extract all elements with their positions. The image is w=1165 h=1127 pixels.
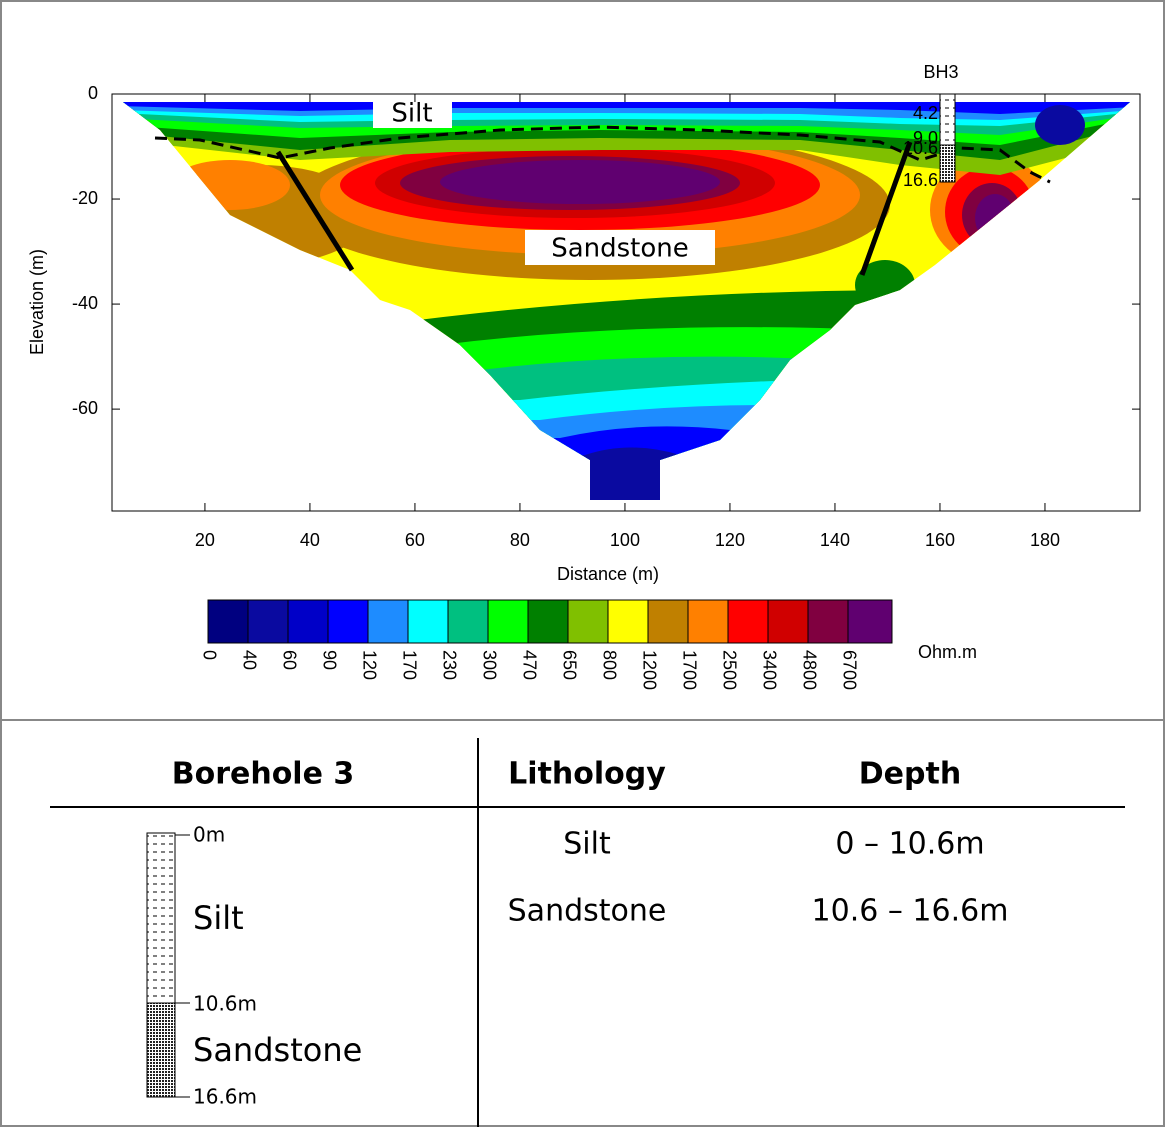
colorbar-label: 6700 — [839, 650, 859, 690]
borehole-depth: 10.6 — [903, 138, 938, 158]
annotation: Sandstone — [551, 234, 689, 264]
colorbar-label: 40 — [239, 650, 259, 670]
resistivity-zone — [170, 160, 290, 210]
x-tick-label: 20 — [195, 530, 215, 550]
table-cell: 0 – 10.6m — [835, 827, 984, 862]
colorbar-label: 170 — [399, 650, 419, 680]
colorbar-swatch — [648, 600, 688, 643]
colorbar-label: 3400 — [759, 650, 779, 690]
colorbar-swatch — [328, 600, 368, 643]
x-tick-label: 100 — [610, 530, 640, 550]
figure: Silt Sandstone BH3 4.2 9.0 10.6 16.6 Dis… — [0, 0, 1165, 1127]
colorbar-label: 230 — [439, 650, 459, 680]
colorbar-swatch — [288, 600, 328, 643]
table-header: Depth — [859, 757, 961, 792]
colorbar-label: 800 — [599, 650, 619, 680]
y-tick-label: 0 — [88, 83, 98, 103]
borehole-sandstone — [940, 145, 955, 182]
colorbar-swatch — [608, 600, 648, 643]
y-axis-label: Elevation (m) — [27, 249, 47, 355]
table-header: Borehole 3 — [172, 757, 355, 792]
colorbar-swatch — [408, 600, 448, 643]
table-header: Lithology — [508, 757, 666, 792]
colorbar-swatch — [688, 600, 728, 643]
colorbar-swatch — [248, 600, 288, 643]
colorbar-label: 60 — [279, 650, 299, 670]
colorbar-label: 300 — [479, 650, 499, 680]
table-cell: Silt — [563, 827, 611, 862]
x-tick-label: 140 — [820, 530, 850, 550]
colorbar-label: 2500 — [719, 650, 739, 690]
x-tick-label: 120 — [715, 530, 745, 550]
colorbar-label: 650 — [559, 650, 579, 680]
log-depth: 0m — [193, 823, 225, 847]
colorbar-label: 4800 — [799, 650, 819, 690]
colorbar-label: 1200 — [639, 650, 659, 690]
x-tick-label: 180 — [1030, 530, 1060, 550]
x-tick-label: 40 — [300, 530, 320, 550]
colorbar-unit: Ohm.m — [918, 642, 977, 662]
table-cell: Sandstone — [508, 894, 667, 929]
colorbar-swatch — [368, 600, 408, 643]
y-tick-label: -60 — [72, 398, 98, 418]
log-layer: Silt — [193, 899, 244, 937]
section — [100, 90, 1150, 520]
y-tick-label: -40 — [72, 293, 98, 313]
colorbar-swatch — [728, 600, 768, 643]
x-tick-label: 60 — [405, 530, 425, 550]
resistivity-zone — [1035, 105, 1085, 145]
colorbar-swatch — [568, 600, 608, 643]
colorbar-label: 1700 — [679, 650, 699, 690]
colorbar-swatch — [208, 600, 248, 643]
log-layer: Sandstone — [193, 1031, 362, 1069]
colorbar-swatch — [528, 600, 568, 643]
colorbar-swatch — [848, 600, 892, 643]
annotation: Silt — [391, 99, 432, 129]
log-sandstone — [147, 1003, 175, 1097]
borehole-depth: 16.6 — [903, 170, 938, 190]
log-depth: 10.6m — [193, 992, 257, 1016]
x-axis-label: Distance (m) — [557, 564, 659, 584]
resistivity-zone — [975, 194, 1015, 242]
y-tick-label: -20 — [72, 188, 98, 208]
log-depth: 16.6m — [193, 1085, 257, 1109]
log-silt — [147, 833, 175, 1003]
resistivity-zone — [440, 160, 720, 204]
colorbar-label: 470 — [519, 650, 539, 680]
colorbar-swatch — [488, 600, 528, 643]
borehole-silt — [940, 94, 955, 145]
colorbar-swatch — [808, 600, 848, 643]
colorbar-label: 0 — [199, 650, 219, 660]
colorbar-swatch — [768, 600, 808, 643]
colorbar-label: 120 — [359, 650, 379, 680]
x-tick-label: 160 — [925, 530, 955, 550]
x-tick-label: 80 — [510, 530, 530, 550]
colorbar-swatch — [448, 600, 488, 643]
borehole-depth: 4.2 — [913, 103, 938, 123]
colorbar-label: 90 — [319, 650, 339, 670]
table-cell: 10.6 – 16.6m — [812, 894, 1009, 929]
borehole-label: BH3 — [923, 62, 958, 82]
